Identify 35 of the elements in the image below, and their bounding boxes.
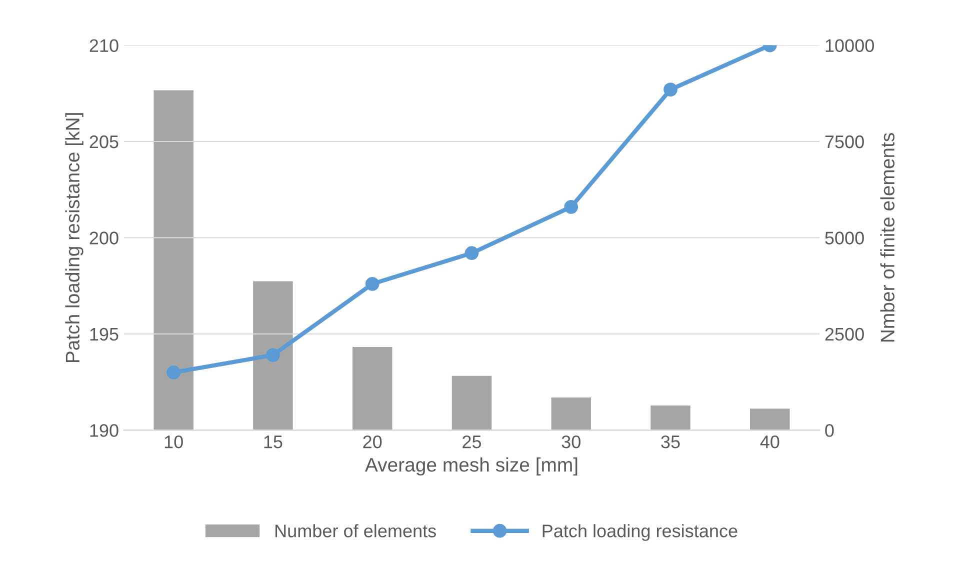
bar xyxy=(352,347,392,430)
x-axis-title: Average mesh size [mm] xyxy=(364,457,578,476)
y-tick-label: 190 xyxy=(90,424,118,437)
y2-tick-label: 5000 xyxy=(825,232,864,244)
y2-axis-title: Nmber of finite elements xyxy=(880,133,894,342)
bar xyxy=(253,281,293,430)
point xyxy=(664,82,678,96)
bar xyxy=(650,406,690,430)
point xyxy=(564,200,578,214)
y-tick-label: 200 xyxy=(90,232,118,244)
x-tick-label: 40 xyxy=(760,436,780,448)
y2-tick-label: 2500 xyxy=(825,328,864,341)
point xyxy=(266,348,280,362)
legend-label: Patch loading resistance xyxy=(542,524,738,541)
x-tick-label: 35 xyxy=(661,436,680,448)
bar xyxy=(750,408,790,430)
y-tick-label: 205 xyxy=(90,135,118,148)
point xyxy=(365,276,380,291)
bar xyxy=(551,397,591,430)
legend-label: Number of elements xyxy=(276,524,436,538)
x-tick-label: 30 xyxy=(562,436,580,448)
x-tick-label: 25 xyxy=(462,436,482,448)
point xyxy=(166,365,181,380)
y2-tick-label: 0 xyxy=(825,424,834,437)
x-tick-label: 20 xyxy=(363,436,382,448)
y2-tick-label: 7500 xyxy=(825,135,864,148)
x-tick-label: 10 xyxy=(164,436,183,448)
bar xyxy=(154,90,194,430)
y-axis-title: Patch loading resistance [kN] xyxy=(65,113,84,362)
bar xyxy=(452,376,492,430)
point xyxy=(464,246,479,260)
y2-tick-label: 10000 xyxy=(826,39,874,52)
y-tick-label: 210 xyxy=(90,39,118,52)
x-tick-label: 15 xyxy=(264,436,282,448)
y-tick-label: 195 xyxy=(90,328,118,341)
